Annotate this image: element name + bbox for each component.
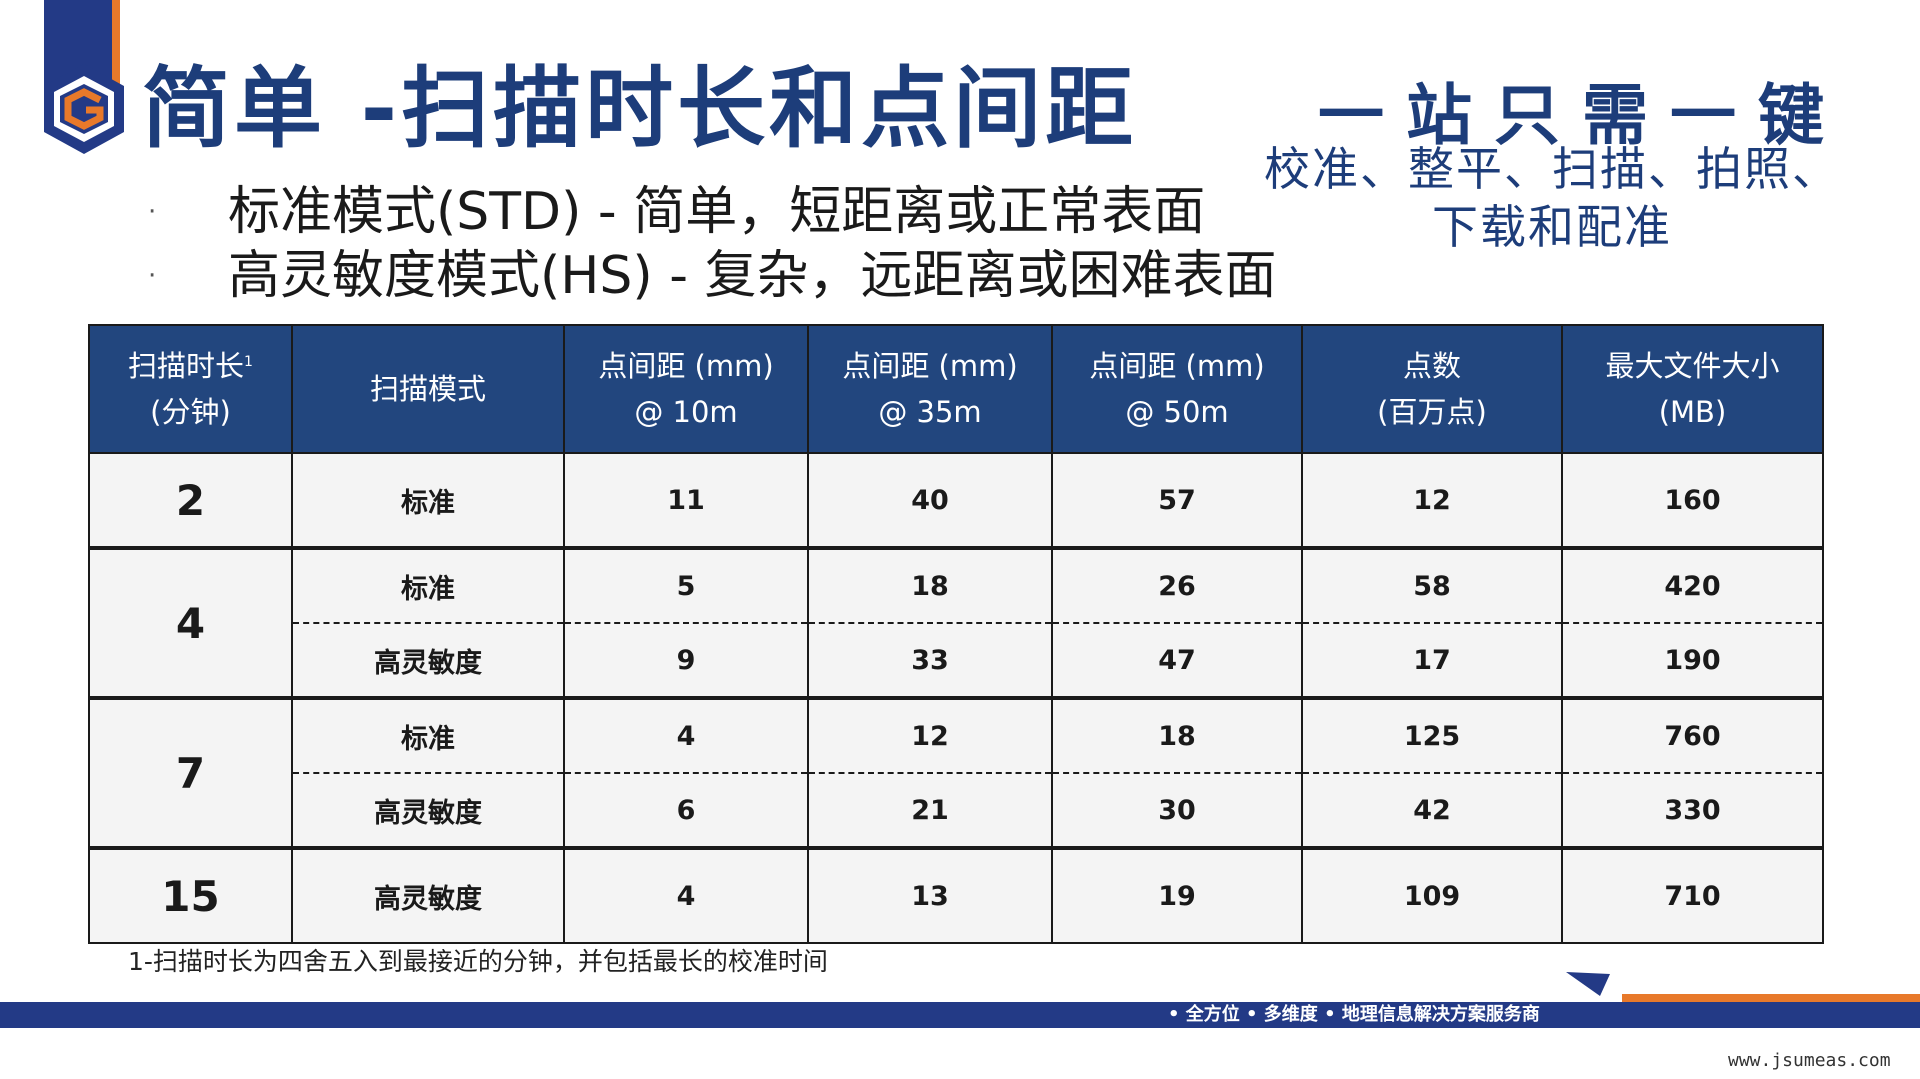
points-cell: 42 — [1301, 773, 1563, 850]
points-cell: 12 — [1301, 453, 1563, 550]
bullet-marker: · — [148, 197, 157, 227]
mode-cell: 标准 — [291, 698, 565, 774]
duration-cell: 7 — [88, 698, 293, 850]
file-size-cell: 420 — [1561, 548, 1824, 624]
points-cell: 125 — [1301, 698, 1563, 774]
spacing-35m-cell: 33 — [807, 623, 1053, 700]
file-size-cell: 330 — [1561, 773, 1824, 850]
header-scan-mode: 扫描模式 — [291, 324, 565, 454]
table-row: 高灵敏度 6 21 30 42 330 — [89, 773, 1824, 850]
header-scan-duration: 扫描时长1 (分钟) — [88, 324, 293, 454]
table-footnote: 1-扫描时长为四舍五入到最接近的分钟，并包括最长的校准时间 — [128, 947, 828, 976]
points-cell: 17 — [1301, 623, 1563, 700]
table-row: 2 标准 11 40 57 12 160 — [88, 453, 1824, 550]
file-size-cell: 190 — [1561, 623, 1824, 700]
points-cell: 109 — [1301, 848, 1563, 944]
company-logo — [44, 64, 124, 154]
slogan-sub-line2: 下载和配准 — [1432, 200, 1672, 254]
spacing-10m-cell: 6 — [563, 773, 809, 850]
table-header-row: 扫描时长1 (分钟) 扫描模式 点间距 (mm) @ 10m 点间距 (mm) @ 3… — [88, 324, 1824, 454]
header-spacing-50m: 点间距 (mm) @ 50m — [1051, 324, 1303, 454]
spacing-50m-cell: 18 — [1051, 698, 1303, 774]
spacing-50m-cell: 57 — [1051, 453, 1303, 550]
spacing-50m-cell: 19 — [1051, 848, 1303, 944]
header-spacing-35m: 点间距 (mm) @ 35m — [807, 324, 1053, 454]
duration-cell: 15 — [88, 848, 293, 944]
spacing-35m-cell: 21 — [807, 773, 1053, 850]
table-row: 高灵敏度 9 33 47 17 190 — [89, 623, 1824, 700]
spacing-10m-cell: 11 — [563, 453, 809, 550]
bullet-text: 高灵敏度模式(HS) - 复杂，远距离或困难表面 — [228, 246, 1277, 306]
spacing-35m-cell: 13 — [807, 848, 1053, 944]
slogan-sub-line1: 校准、整平、扫描、拍照、 — [1264, 142, 1840, 196]
duration-cell: 4 — [88, 548, 293, 700]
slogan-headline: 一站只需一键 — [1318, 77, 1846, 154]
mode-cell: 高灵敏度 — [291, 848, 565, 944]
points-cell: 58 — [1301, 548, 1563, 624]
footnote-marker: 1 — [244, 354, 253, 370]
duration-cell: 2 — [88, 453, 293, 550]
bullet-marker: · — [148, 261, 157, 291]
scan-spec-table: 扫描时长1 (分钟) 扫描模式 点间距 (mm) @ 10m 点间距 (mm) @ 3… — [88, 324, 1824, 944]
spacing-10m-cell: 4 — [563, 848, 809, 944]
footer-tagline: • 全方位 • 多维度 • 地理信息解决方案服务商 — [1168, 1004, 1540, 1025]
table-row: 7 标准 4 12 18 125 760 — [88, 698, 1824, 850]
spacing-50m-cell: 30 — [1051, 773, 1303, 850]
website-url: www.jsumeas.com — [1728, 1050, 1891, 1071]
spacing-10m-cell: 9 — [563, 623, 809, 700]
table-row: 15 高灵敏度 4 13 19 109 710 — [88, 848, 1824, 944]
spacing-35m-cell: 40 — [807, 453, 1053, 550]
spacing-50m-cell: 26 — [1051, 548, 1303, 624]
header-point-count: 点数 (百万点) — [1301, 324, 1563, 454]
spacing-50m-cell: 47 — [1051, 623, 1303, 700]
file-size-cell: 160 — [1561, 453, 1824, 550]
slogan-subtitle: 校准、整平、扫描、拍照、 下载和配准 — [1262, 140, 1842, 256]
spacing-35m-cell: 18 — [807, 548, 1053, 624]
file-size-cell: 710 — [1561, 848, 1824, 944]
bullet-text: 标准模式(STD) - 简单，短距离或正常表面 — [228, 182, 1206, 242]
arrow-down-icon — [1566, 972, 1610, 996]
spacing-10m-cell: 5 — [563, 548, 809, 624]
table-row: 4 标准 5 18 26 58 420 — [88, 548, 1824, 700]
mode-cell: 标准 — [291, 548, 565, 624]
page-title: 简单 -扫描时长和点间距 — [142, 57, 1138, 160]
header-max-file-size: 最大文件大小 (MB) — [1561, 324, 1824, 454]
mode-cell: 标准 — [291, 453, 565, 550]
mode-cell: 高灵敏度 — [291, 623, 565, 700]
file-size-cell: 760 — [1561, 698, 1824, 774]
spacing-35m-cell: 12 — [807, 698, 1053, 774]
mode-cell: 高灵敏度 — [291, 773, 565, 850]
footer-bar — [0, 1002, 1920, 1028]
header-spacing-10m: 点间距 (mm) @ 10m — [563, 324, 809, 454]
spacing-10m-cell: 4 — [563, 698, 809, 774]
logo-accent-bar — [112, 0, 120, 88]
